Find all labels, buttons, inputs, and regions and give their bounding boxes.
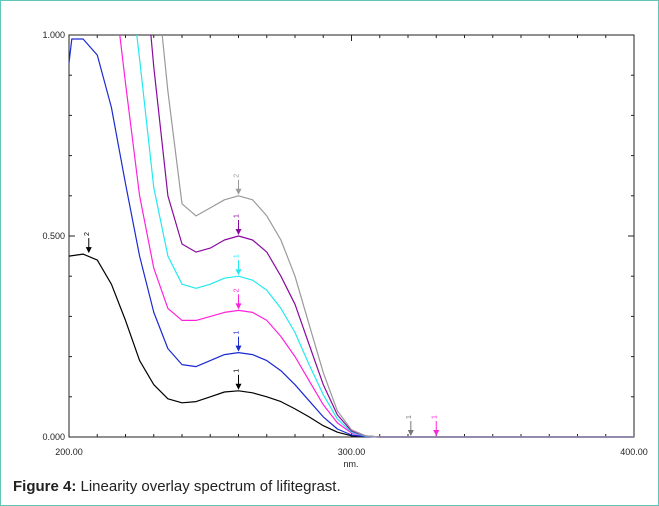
peak-marker-arrow: [85, 247, 92, 254]
spectrum-chart: 0.000 0.500 1.000 200.00 300.00 400.00 1 2 1 2 1 1…: [42, 30, 648, 469]
peak-marker-arrow: [235, 303, 242, 310]
caption-label: Figure 4:: [13, 478, 77, 495]
series-line-2: [68, 38, 634, 438]
y-tick-label: 0.000: [42, 432, 65, 442]
x-tick-label: 300.00: [338, 447, 366, 457]
peak-marker-label: 2: [234, 288, 241, 292]
peak-marker-arrow: [433, 430, 440, 436]
peak-marker-arrow: [235, 345, 242, 352]
peak-marker-label: 1: [234, 369, 241, 373]
series-line-4: [136, 34, 634, 438]
peak-marker-arrow: [235, 269, 242, 276]
peak-marker-arrow: [235, 188, 242, 195]
peak-marker-arrow: [235, 229, 242, 235]
plot-area: [68, 34, 635, 438]
y-tick-label: 1.000: [42, 30, 65, 40]
peak-marker-label: 2: [234, 174, 241, 178]
x-tick-label: 200.00: [55, 447, 83, 457]
peak-marker-arrow: [407, 430, 414, 436]
series-line-1: [68, 253, 634, 438]
figure-caption: Figure 4: Linearity overlay spectrum of …: [13, 478, 341, 495]
peak-marker-label: 1: [234, 254, 241, 258]
peak-marker-arrow: [235, 383, 242, 390]
y-tick-label: 0.500: [42, 231, 65, 241]
series-line-5: [150, 34, 634, 438]
peak-marker-label: 1: [234, 331, 241, 335]
peak-marker-label: 1: [234, 214, 241, 218]
peak-marker-label: 1: [431, 415, 438, 419]
peak-marker-label: 2: [84, 232, 91, 236]
x-tick-label: 400.00: [620, 447, 648, 457]
x-axis-label: nm.: [343, 459, 358, 469]
peak-marker-label: 1: [406, 415, 413, 419]
series-line-3: [119, 34, 634, 438]
caption-text: Linearity overlay spectrum of lifitegras…: [76, 478, 341, 495]
series-line-6: [161, 34, 634, 438]
